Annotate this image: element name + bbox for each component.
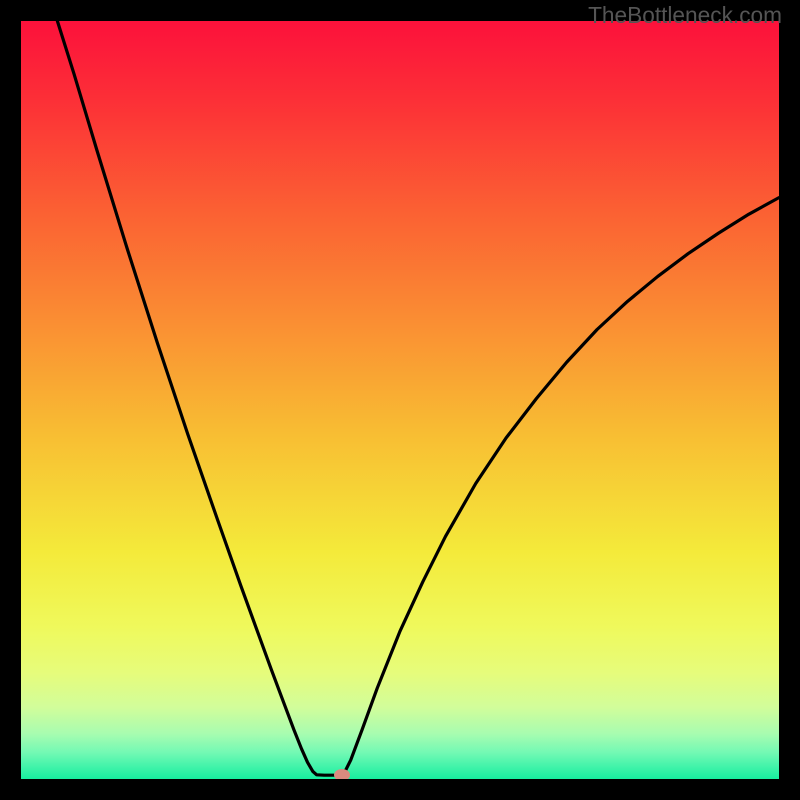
watermark-text: TheBottleneck.com	[588, 2, 782, 29]
plot-area	[21, 21, 779, 779]
bottleneck-curve	[21, 21, 779, 779]
optimum-marker	[334, 769, 350, 779]
